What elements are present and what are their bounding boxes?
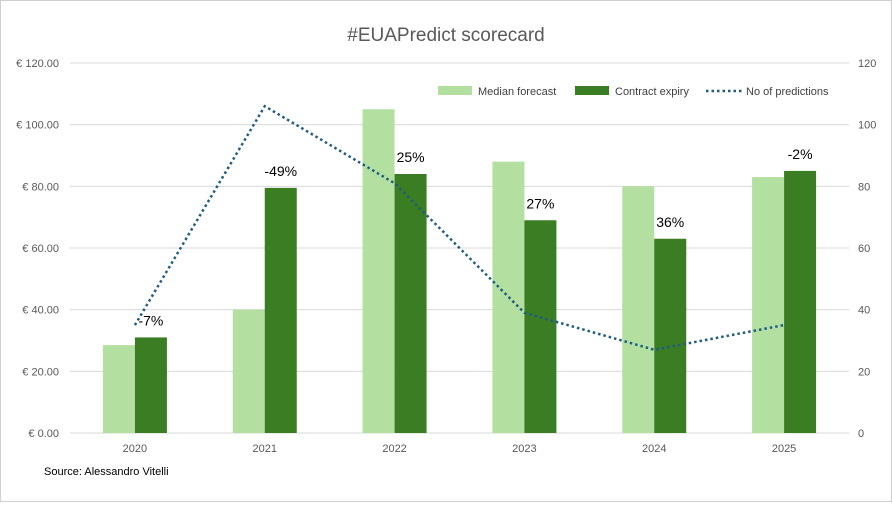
bar-median-forecast-2020 — [102, 345, 135, 433]
bar-median-forecast-2021 — [232, 309, 265, 433]
bar-median-forecast-2022 — [362, 109, 395, 433]
source-note: Source: Alessandro Vitelli — [44, 466, 169, 478]
legend-label: No of predictions — [746, 86, 829, 98]
gridlines — [70, 62, 849, 434]
bar-contract-expiry-2020 — [134, 337, 167, 433]
left-tick-label: € 120.00 — [16, 58, 59, 70]
data-labels: -7% -49% 25% 27% 36% -2% — [138, 146, 812, 328]
x-tick-label: 2021 — [253, 443, 277, 455]
bar-contract-expiry-2025 — [784, 170, 817, 433]
data-label-2022: 25% — [397, 149, 425, 165]
right-tick-label: 80 — [858, 181, 870, 193]
right-tick-label: 60 — [858, 243, 870, 255]
data-label-2023: 27% — [526, 195, 554, 211]
data-label-2020: -7% — [138, 312, 163, 328]
right-tick-label: 100 — [858, 120, 876, 132]
bar-median-forecast-2025 — [752, 177, 785, 433]
data-label-2025: -2% — [788, 146, 813, 162]
legend: Median forecast Contract expiry No of pred… — [438, 86, 829, 98]
x-axis-ticks: 2020 2021 2022 2023 2024 2025 — [123, 443, 797, 455]
bar-contract-expiry-2023 — [524, 220, 557, 433]
x-tick-label: 2023 — [512, 443, 536, 455]
bar-contract-expiry-2021 — [264, 187, 297, 433]
right-tick-label: 120 — [858, 58, 876, 70]
left-axis-ticks: € 0.00 € 20.00 € 40.00 € 60.00 € 80.00 € 100.… — [16, 58, 59, 440]
chart-title: #EUAPredict scorecard — [347, 25, 544, 46]
left-tick-label: € 0.00 — [28, 428, 59, 440]
bars — [102, 109, 817, 433]
x-tick-label: 2022 — [382, 443, 406, 455]
legend-swatch — [438, 86, 472, 95]
bar-median-forecast-2024 — [622, 186, 655, 433]
right-tick-label: 20 — [858, 366, 870, 378]
left-tick-label: € 60.00 — [22, 243, 59, 255]
legend-label: Median forecast — [478, 86, 556, 98]
x-tick-label: 2020 — [123, 443, 147, 455]
right-tick-label: 40 — [858, 305, 870, 317]
right-tick-label: 0 — [858, 428, 864, 440]
bar-contract-expiry-2024 — [654, 238, 687, 433]
x-tick-label: 2024 — [642, 443, 666, 455]
left-tick-label: € 40.00 — [22, 305, 59, 317]
predictions-line — [133, 104, 785, 352]
left-tick-label: € 80.00 — [22, 181, 59, 193]
x-tick-label: 2025 — [772, 443, 796, 455]
left-tick-label: € 100.00 — [16, 120, 59, 132]
data-label-2024: 36% — [656, 214, 684, 230]
legend-swatch — [575, 86, 609, 95]
data-label-2021: -49% — [264, 163, 297, 179]
right-axis-ticks: 0 20 40 60 80 100 120 — [858, 58, 876, 440]
left-tick-label: € 20.00 — [22, 366, 59, 378]
bar-contract-expiry-2022 — [394, 174, 427, 433]
legend-label: Contract expiry — [615, 86, 689, 98]
line-no-of-predictions — [133, 104, 785, 352]
